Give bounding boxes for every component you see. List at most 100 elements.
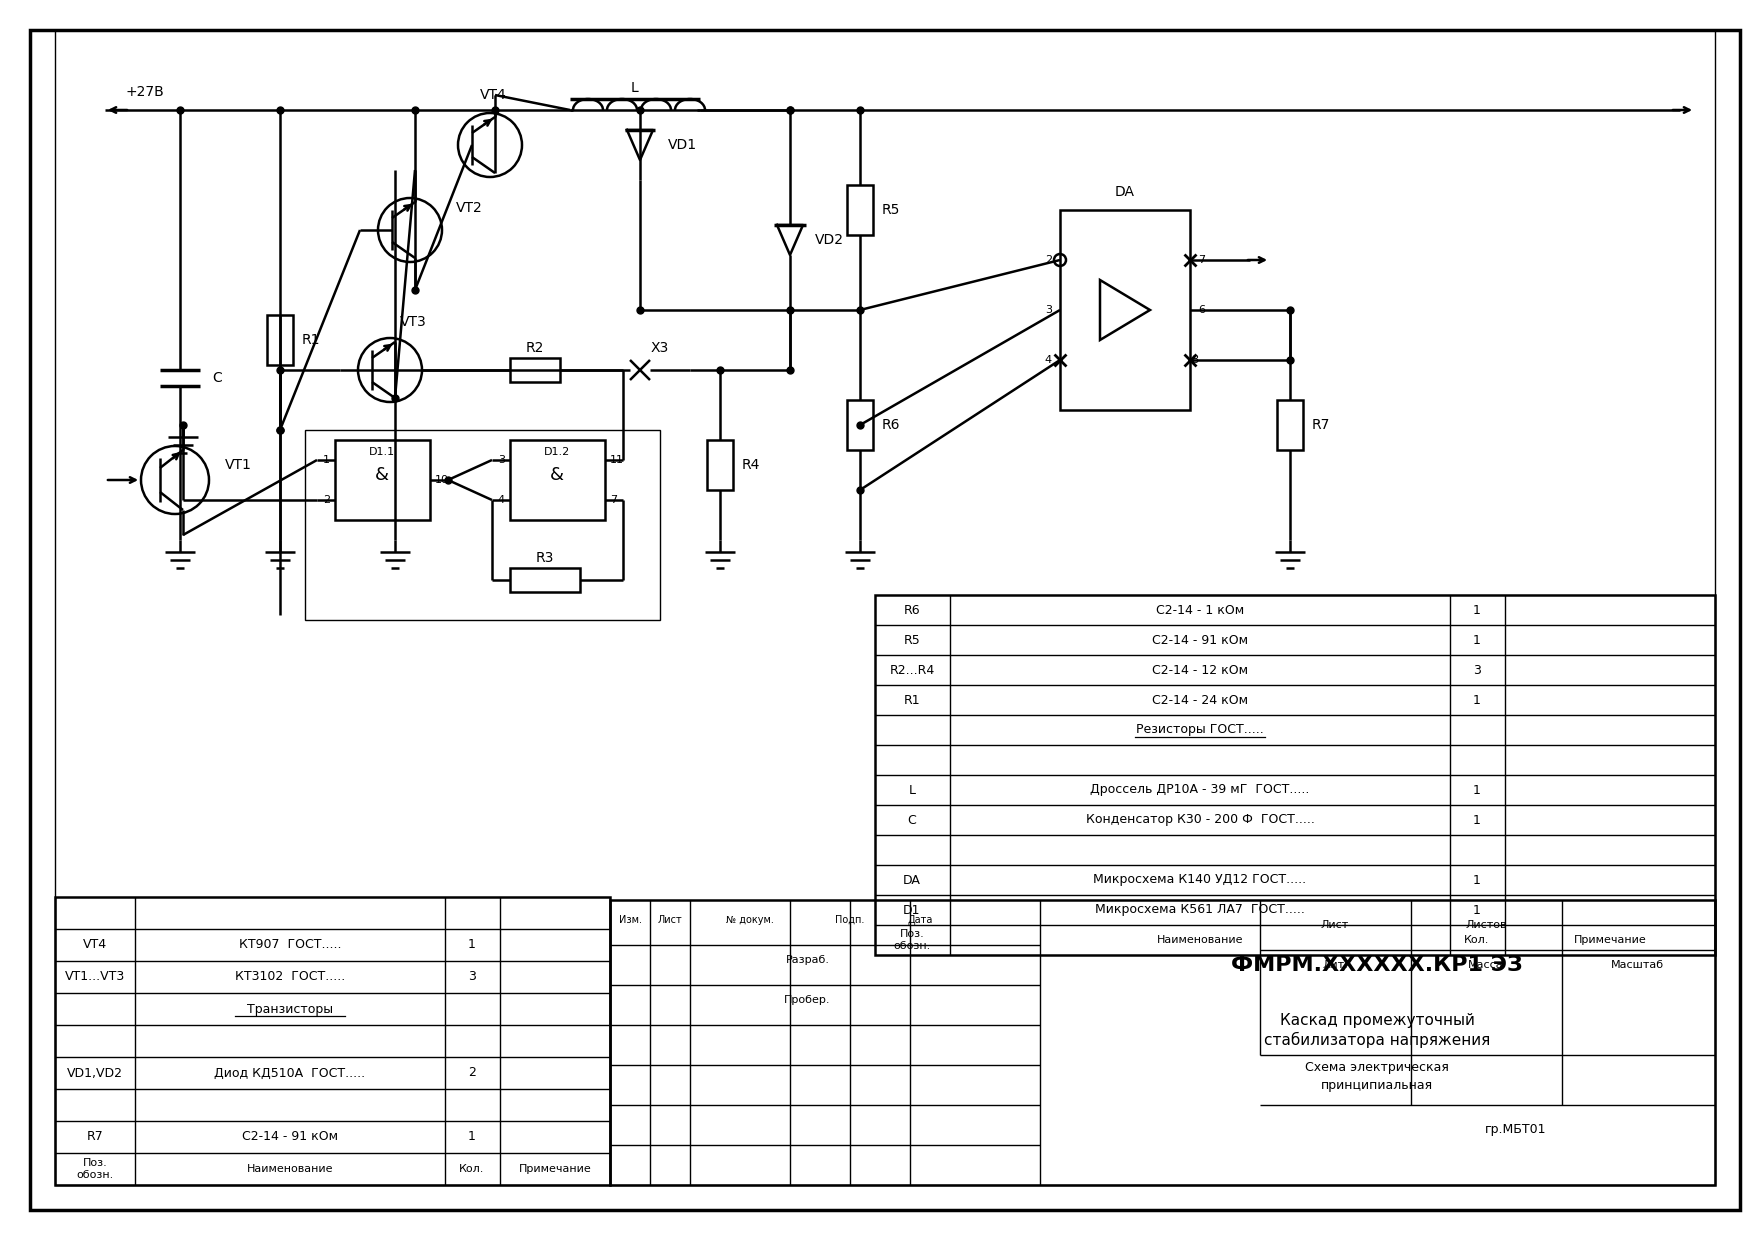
Text: Лист: Лист bbox=[658, 915, 682, 925]
Text: Конденсатор К30 - 200 Ф  ГОСТ.....: Конденсатор К30 - 200 Ф ГОСТ..... bbox=[1086, 813, 1314, 827]
Text: Схема электрическая: Схема электрическая bbox=[1305, 1060, 1449, 1074]
Text: L: L bbox=[631, 81, 638, 95]
Text: C: C bbox=[907, 813, 916, 827]
Text: R7: R7 bbox=[86, 1131, 103, 1143]
Text: Изм.: Изм. bbox=[619, 915, 642, 925]
Text: D1.1: D1.1 bbox=[368, 446, 395, 458]
Text: Масса: Масса bbox=[1468, 960, 1503, 970]
Text: 4: 4 bbox=[1045, 355, 1052, 365]
Text: № докум.: № докум. bbox=[726, 915, 774, 925]
Text: R5: R5 bbox=[882, 203, 900, 217]
Text: стабилизатора напряжения: стабилизатора напряжения bbox=[1265, 1032, 1491, 1048]
Text: Дроссель ДР10А - 39 мГ  ГОСТ.....: Дроссель ДР10А - 39 мГ ГОСТ..... bbox=[1091, 784, 1310, 796]
Bar bbox=[707, 440, 733, 490]
Bar bbox=[510, 358, 560, 382]
Text: 1: 1 bbox=[1473, 634, 1480, 646]
Text: С2-14 - 12 кОм: С2-14 - 12 кОм bbox=[1152, 663, 1249, 677]
Text: VT4: VT4 bbox=[82, 939, 107, 951]
Text: DA: DA bbox=[903, 873, 921, 887]
Text: R2: R2 bbox=[526, 341, 544, 355]
Text: Микросхема К561 ЛА7  ГОСТ.....: Микросхема К561 ЛА7 ГОСТ..... bbox=[1094, 904, 1305, 916]
Text: 7: 7 bbox=[1198, 255, 1205, 265]
Text: Лист: Лист bbox=[1321, 920, 1349, 930]
Bar bbox=[1059, 210, 1189, 410]
Text: +27В: +27В bbox=[126, 86, 165, 99]
Text: Масштаб: Масштаб bbox=[1610, 960, 1663, 970]
Text: R6: R6 bbox=[903, 604, 921, 616]
Text: VT3: VT3 bbox=[400, 315, 426, 329]
Text: Подп.: Подп. bbox=[835, 915, 865, 925]
Text: &: & bbox=[375, 466, 389, 484]
Text: VD2: VD2 bbox=[816, 233, 844, 247]
Text: R7: R7 bbox=[1312, 418, 1330, 432]
Text: С2-14 - 91 кОм: С2-14 - 91 кОм bbox=[242, 1131, 339, 1143]
Bar bbox=[305, 430, 660, 620]
Text: R3: R3 bbox=[535, 551, 554, 565]
Bar bbox=[267, 315, 293, 365]
Text: С2-14 - 91 кОм: С2-14 - 91 кОм bbox=[1152, 634, 1249, 646]
Text: VT2: VT2 bbox=[456, 201, 482, 215]
Text: VD1,VD2: VD1,VD2 bbox=[67, 1066, 123, 1080]
Bar bbox=[510, 568, 581, 591]
Text: L: L bbox=[909, 784, 916, 796]
Text: Кол.: Кол. bbox=[460, 1164, 484, 1174]
Text: 1: 1 bbox=[1473, 784, 1480, 796]
Text: 6: 6 bbox=[1198, 305, 1205, 315]
Text: Транзисторы: Транзисторы bbox=[247, 1002, 333, 1016]
Text: DA: DA bbox=[1116, 185, 1135, 198]
Text: Разраб.: Разраб. bbox=[786, 955, 830, 965]
Text: 4: 4 bbox=[498, 495, 505, 505]
Text: 1: 1 bbox=[1473, 604, 1480, 616]
Text: Наименование: Наименование bbox=[1156, 935, 1244, 945]
Text: 11: 11 bbox=[610, 455, 624, 465]
Text: Пробер.: Пробер. bbox=[784, 994, 830, 1004]
Text: Поз.
обозн.: Поз. обозн. bbox=[77, 1158, 114, 1179]
Text: Поз.
обозн.: Поз. обозн. bbox=[893, 929, 931, 951]
Text: VT1...VT3: VT1...VT3 bbox=[65, 971, 125, 983]
Text: 3: 3 bbox=[498, 455, 505, 465]
Text: 1: 1 bbox=[1473, 813, 1480, 827]
Text: &: & bbox=[551, 466, 565, 484]
Text: 1: 1 bbox=[323, 455, 330, 465]
Text: 1: 1 bbox=[1473, 693, 1480, 707]
Text: 2: 2 bbox=[323, 495, 330, 505]
Text: С2-14 - 24 кОм: С2-14 - 24 кОм bbox=[1152, 693, 1249, 707]
Text: R1: R1 bbox=[903, 693, 921, 707]
Text: Кол.: Кол. bbox=[1465, 935, 1489, 945]
Text: 1: 1 bbox=[468, 939, 475, 951]
Text: 3: 3 bbox=[1045, 305, 1052, 315]
Text: Примечание: Примечание bbox=[519, 1164, 591, 1174]
Text: КТ907  ГОСТ.....: КТ907 ГОСТ..... bbox=[239, 939, 342, 951]
Bar bbox=[510, 440, 605, 520]
Text: 1: 1 bbox=[1473, 904, 1480, 916]
Text: 7: 7 bbox=[610, 495, 617, 505]
Text: 2: 2 bbox=[1045, 255, 1052, 265]
Text: R6: R6 bbox=[882, 418, 900, 432]
Bar bbox=[847, 185, 873, 236]
Text: VD1: VD1 bbox=[668, 138, 696, 153]
Text: 1: 1 bbox=[468, 1131, 475, 1143]
Text: D1.2: D1.2 bbox=[544, 446, 570, 458]
Text: 8: 8 bbox=[1191, 355, 1198, 365]
Bar bbox=[610, 900, 1715, 1185]
Bar bbox=[847, 401, 873, 450]
Text: принципиальная: принципиальная bbox=[1321, 1079, 1433, 1091]
Text: C: C bbox=[212, 371, 221, 384]
Bar bbox=[335, 440, 430, 520]
Text: Дата: Дата bbox=[907, 915, 933, 925]
Text: ФМРМ.ХХХХХХ.КР1 ЭЗ: ФМРМ.ХХХХХХ.КР1 ЭЗ bbox=[1231, 955, 1522, 975]
Text: D1: D1 bbox=[903, 904, 921, 916]
Text: Лит.: Лит. bbox=[1323, 960, 1347, 970]
Text: Примечание: Примечание bbox=[1573, 935, 1647, 945]
Text: VT1: VT1 bbox=[225, 458, 253, 472]
Text: R1: R1 bbox=[302, 334, 321, 347]
Text: Каскад промежуточный: Каскад промежуточный bbox=[1280, 1013, 1475, 1028]
Text: гр.МБТ01: гр.МБТ01 bbox=[1486, 1123, 1547, 1137]
Text: Диод КД510А  ГОСТ.....: Диод КД510А ГОСТ..... bbox=[214, 1066, 365, 1080]
Text: Наименование: Наименование bbox=[247, 1164, 333, 1174]
Text: КТ3102  ГОСТ.....: КТ3102 ГОСТ..... bbox=[235, 971, 346, 983]
Text: Резисторы ГОСТ.....: Резисторы ГОСТ..... bbox=[1137, 723, 1265, 737]
Text: Листов: Листов bbox=[1465, 920, 1507, 930]
Text: 2: 2 bbox=[468, 1066, 475, 1080]
Text: 3: 3 bbox=[468, 971, 475, 983]
